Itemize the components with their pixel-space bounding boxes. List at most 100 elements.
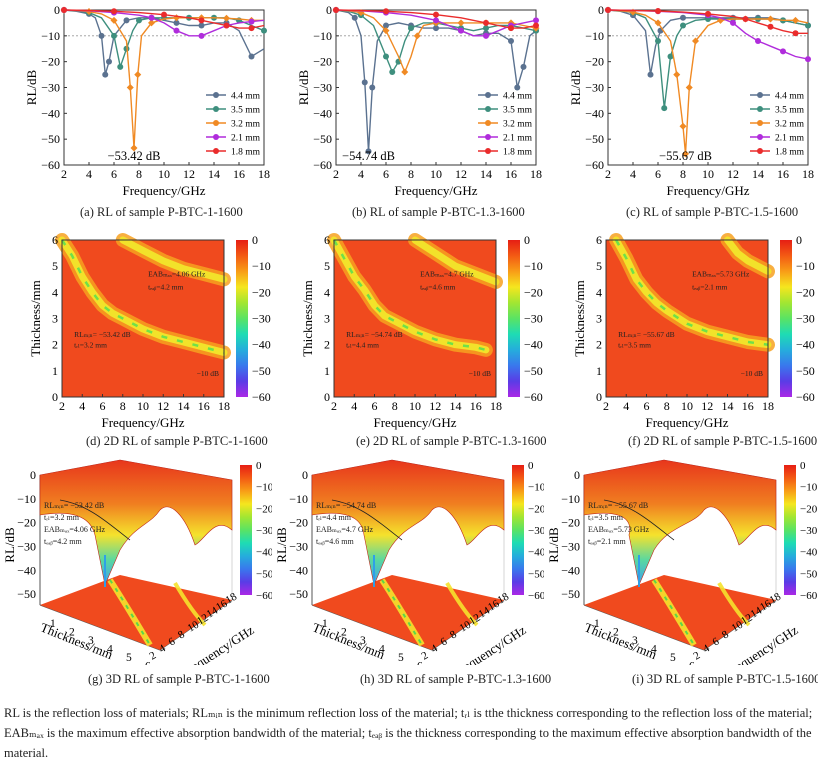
y-tick-label: −30 <box>41 81 60 95</box>
data-point <box>805 56 811 63</box>
data-point <box>647 71 654 78</box>
thickness-tick-label: 4 <box>379 644 385 656</box>
z-tick-label: −50 <box>17 587 36 601</box>
legend-marker <box>757 134 763 140</box>
x-tick-label: 8 <box>392 399 398 413</box>
y-axis-label: Thickness/mm <box>300 280 315 357</box>
frequency-tick-label: 12 <box>195 612 211 628</box>
contour-line <box>331 499 403 541</box>
x-tick-label: 8 <box>136 167 142 181</box>
legend-label: 3.5 mm <box>775 106 805 116</box>
x-tick-label: 6 <box>383 167 389 181</box>
legend-marker <box>757 120 763 126</box>
data-point <box>805 22 811 29</box>
legend-label: 1.8 mm <box>775 148 805 158</box>
y-tick-label: −30 <box>585 81 604 95</box>
y-tick-label: −20 <box>585 55 604 69</box>
data-point <box>198 32 205 39</box>
colorbar-label: −40 <box>256 547 272 559</box>
data-point <box>654 19 662 27</box>
z-tick-label: −10 <box>289 492 308 506</box>
data-point <box>433 11 439 18</box>
data-point <box>413 32 421 40</box>
colorbar-label: 0 <box>256 460 262 472</box>
x-tick-label: 14 <box>208 167 220 181</box>
frequency-tick-label: 8 <box>448 628 459 641</box>
y-tick-label: 6 <box>52 233 58 247</box>
y-tick-label: 0 <box>52 390 58 404</box>
caption-g: (g) 3D RL of sample P-BTC-1-1600 <box>88 672 270 686</box>
x-tick-label: 16 <box>505 167 517 181</box>
data-point <box>261 27 267 34</box>
data-point <box>680 22 686 29</box>
x-axis-label: Frequency/GHz <box>394 183 477 198</box>
data-point <box>533 17 539 24</box>
rl-surface <box>39 459 233 587</box>
y-tick-label: −40 <box>313 106 332 120</box>
legend-marker <box>485 92 491 98</box>
x-tick-label: 18 <box>762 399 774 413</box>
ridge-core <box>724 236 772 275</box>
legend-marker <box>213 120 219 126</box>
legend-label: 1.8 mm <box>231 148 261 158</box>
x-tick-label: 2 <box>59 399 65 413</box>
map-note: EABₘₐₓ=4.06 GHz <box>148 270 206 279</box>
surface-note: tᵣₗ=3.5 mm <box>588 513 624 522</box>
colorbar-label: −20 <box>528 503 544 515</box>
z-axis-label: RL/dB <box>546 527 561 563</box>
thickness-tick-label: 3 <box>360 635 366 647</box>
data-point <box>792 30 799 37</box>
colorbar-label: −50 <box>528 568 544 580</box>
data-point <box>102 71 109 78</box>
thickness-tick-label: 2 <box>341 627 347 639</box>
surface-note: EABₘₐₓ=4.06 GHz <box>44 525 105 534</box>
x-tick-label: 2 <box>333 167 339 181</box>
y-tick-label: −50 <box>41 132 60 146</box>
z-tick-label: −20 <box>289 516 308 530</box>
surface-note: tₑₐᵦ=2.1 mm <box>588 537 626 546</box>
y-tick-label: −20 <box>313 55 332 69</box>
colorbar <box>780 240 792 397</box>
y-tick-label: 0 <box>326 3 332 17</box>
data-point <box>148 19 155 27</box>
x-tick-label: 4 <box>630 167 636 181</box>
y-tick-label: −10 <box>41 29 60 43</box>
thickness-tick-label: 1 <box>50 618 56 630</box>
frequency-tick-label: 4 <box>429 642 440 655</box>
colorbar-label: −50 <box>796 364 815 378</box>
data-point <box>730 19 736 26</box>
x-tick-label: 18 <box>530 167 542 181</box>
x-tick-label: 6 <box>372 399 378 413</box>
colorbar-label: −20 <box>256 503 272 515</box>
data-point <box>667 53 674 60</box>
colorbar-label: −30 <box>800 525 818 537</box>
data-point <box>767 15 774 23</box>
rl-surface <box>583 459 777 587</box>
y-tick-label: −60 <box>585 158 604 172</box>
z-tick-label: 0 <box>302 468 308 482</box>
data-point <box>351 14 358 21</box>
data-point <box>433 17 439 24</box>
data-point <box>457 19 465 27</box>
x-tick-label: 10 <box>681 399 693 413</box>
x-tick-label: 2 <box>603 399 609 413</box>
x-tick-label: 12 <box>701 399 713 413</box>
legend-marker <box>757 148 763 154</box>
z-tick-label: −40 <box>289 563 308 577</box>
thickness-tick-label: 2 <box>613 627 619 639</box>
z-tick-label: −30 <box>289 540 308 554</box>
legend-marker <box>485 134 491 140</box>
legend-label: 1.8 mm <box>503 148 533 158</box>
colorbar-label: −50 <box>252 364 271 378</box>
legend-marker <box>485 120 491 126</box>
series-line <box>63 9 265 29</box>
data-point <box>382 27 390 35</box>
colorbar-label: 0 <box>800 460 806 472</box>
data-point <box>383 22 389 29</box>
legend-marker <box>757 92 763 98</box>
x-tick-label: 8 <box>680 167 686 181</box>
x-tick-label: 18 <box>218 399 230 413</box>
data-point <box>514 84 521 91</box>
floor-ridge <box>379 578 425 647</box>
data-point <box>248 18 255 25</box>
